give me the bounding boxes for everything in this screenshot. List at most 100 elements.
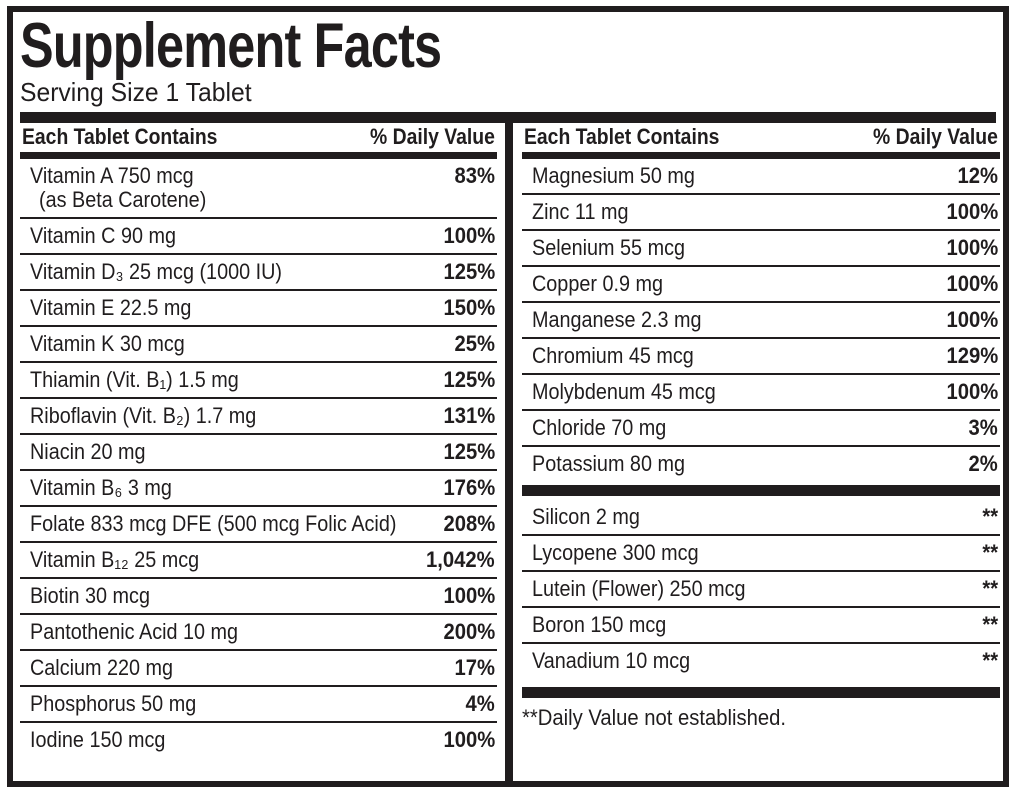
table-row: Vitamin D₃ 25 mcg (1000 IU) 125%: [20, 255, 497, 291]
nutrient-daily-value: 100%: [946, 307, 998, 332]
nutrient-daily-value: 176%: [443, 475, 495, 500]
table-row: Vitamin A 750 mcg (as Beta Carotene) 83%: [20, 159, 497, 219]
table-row: Lutein (Flower) 250 mcg **: [522, 572, 1000, 608]
nutrient-name: Vitamin E 22.5 mg: [30, 295, 192, 320]
table-row: Vitamin K 30 mcg 25%: [20, 327, 497, 363]
top-divider-bar: [20, 112, 996, 123]
nutrient-daily-value: 3%: [968, 415, 998, 440]
table-row: Vitamin B₁₂ 25 mcg 1,042%: [20, 543, 497, 579]
nutrient-name: Selenium 55 mcg: [532, 235, 685, 260]
nutrient-daily-value: 4%: [465, 691, 495, 716]
table-row: Biotin 30 mcg 100%: [20, 579, 497, 615]
nutrient-daily-value: 25%: [454, 331, 495, 356]
table-row: Selenium 55 mcg 100%: [522, 231, 1000, 267]
nutrient-daily-value: 131%: [443, 403, 495, 428]
column-divider: [505, 118, 513, 781]
right-column-rows: Magnesium 50 mg 12% Zinc 11 mg 100% Selenium…: [522, 159, 1000, 481]
nutrient-name: Lycopene 300 mcg: [532, 540, 699, 565]
nutrient-daily-value: **: [982, 504, 998, 529]
table-row: Lycopene 300 mcg **: [522, 536, 1000, 572]
nutrient-daily-value: 200%: [443, 619, 495, 644]
table-row: Magnesium 50 mg 12%: [522, 159, 1000, 195]
nutrient-daily-value: **: [982, 648, 998, 673]
table-row: Chloride 70 mg 3%: [522, 411, 1000, 447]
nutrient-name: Thiamin (Vit. B₁) 1.5 mg: [30, 367, 239, 392]
nutrient-name: Riboflavin (Vit. B₂) 1.7 mg: [30, 403, 257, 428]
nutrient-name: Potassium 80 mg: [532, 451, 685, 476]
nutrient-daily-value: 100%: [443, 583, 495, 608]
footnote: **Daily Value not established.: [522, 705, 787, 730]
table-row: Pantothenic Acid 10 mg 200%: [20, 615, 497, 651]
nutrient-name: Pantothenic Acid 10 mg: [30, 619, 239, 644]
nutrient-name: Magnesium 50 mg: [532, 163, 695, 188]
nutrient-daily-value: 150%: [443, 295, 495, 320]
nutrient-daily-value: 100%: [443, 223, 495, 248]
nutrient-name: Vitamin B₁₂ 25 mcg: [30, 547, 200, 572]
nutrient-daily-value: 12%: [957, 163, 998, 188]
nutrient-daily-value: 125%: [443, 367, 495, 392]
nutrient-name: Biotin 30 mcg: [30, 583, 150, 608]
nutrient-daily-value: 208%: [443, 511, 495, 536]
nutrient-name: Copper 0.9 mg: [532, 271, 663, 296]
header-divider-bar: [522, 152, 1000, 159]
table-row: Chromium 45 mcg 129%: [522, 339, 1000, 375]
nutrient-name-line2: (as Beta Carotene): [39, 187, 207, 212]
nutrient-name: Phosphorus 50 mg: [30, 691, 197, 716]
nutrient-daily-value: 83%: [454, 163, 495, 188]
nutrient-daily-value: 100%: [946, 235, 998, 260]
nutrient-name: Folate 833 mcg DFE (500 mcg Folic Acid): [30, 511, 397, 536]
nutrient-name: Manganese 2.3 mg: [532, 307, 702, 332]
supplement-facts-label: Supplement Facts Serving Size 1 Tablet E…: [7, 6, 1009, 787]
nutrient-name: Iodine 150 mcg: [30, 727, 166, 752]
nutrient-name: Vitamin B₆ 3 mg: [30, 475, 172, 500]
nutrient-daily-value: 100%: [946, 271, 998, 296]
nutrient-name: Niacin 20 mg: [30, 439, 146, 464]
left-column-rows: Vitamin A 750 mcg (as Beta Carotene) 83% Vi…: [20, 159, 497, 757]
nutrient-daily-value: 17%: [454, 655, 495, 680]
nutrient-daily-value: 100%: [946, 379, 998, 404]
table-row: Vanadium 10 mcg **: [522, 644, 1000, 678]
section-divider-bar: [522, 485, 1000, 496]
nutrient-daily-value: 2%: [968, 451, 998, 476]
nutrient-name: Chromium 45 mcg: [532, 343, 694, 368]
nutrient-name-line1: Vitamin A 750 mcg: [30, 163, 194, 188]
nutrient-daily-value: **: [982, 612, 998, 637]
table-row: Manganese 2.3 mg 100%: [522, 303, 1000, 339]
section-divider-bar: [522, 687, 1000, 698]
nutrient-name: Boron 150 mcg: [532, 612, 667, 637]
left-column-header: Each Tablet Contains % Daily Value: [20, 123, 497, 152]
right-column-header: Each Tablet Contains % Daily Value: [522, 123, 1000, 152]
table-row: Folate 833 mcg DFE (500 mcg Folic Acid) 2…: [20, 507, 497, 543]
table-row: Thiamin (Vit. B₁) 1.5 mg 125%: [20, 363, 497, 399]
column-header-daily-value: % Daily Value: [873, 124, 998, 149]
nutrient-daily-value: 100%: [946, 199, 998, 224]
nutrient-name: Lutein (Flower) 250 mcg: [532, 576, 746, 601]
column-header-contains: Each Tablet Contains: [524, 124, 720, 149]
nutrient-name: Calcium 220 mg: [30, 655, 174, 680]
right-column-rows-not-established: Silicon 2 mg ** Lycopene 300 mcg ** Lutein (…: [522, 500, 1000, 678]
nutrient-daily-value: 125%: [443, 439, 495, 464]
nutrient-name: Vitamin D₃ 25 mcg (1000 IU): [30, 259, 282, 284]
nutrient-name: Zinc 11 mg: [532, 199, 629, 224]
table-row: Vitamin B₆ 3 mg 176%: [20, 471, 497, 507]
nutrient-daily-value: **: [982, 540, 998, 565]
nutrient-name: Vitamin K 30 mcg: [30, 331, 185, 356]
table-row: Silicon 2 mg **: [522, 500, 1000, 536]
nutrient-name: Vanadium 10 mcg: [532, 648, 691, 673]
table-row: Riboflavin (Vit. B₂) 1.7 mg 131%: [20, 399, 497, 435]
table-row: Copper 0.9 mg 100%: [522, 267, 1000, 303]
table-row: Molybdenum 45 mcg 100%: [522, 375, 1000, 411]
nutrient-name: Vitamin C 90 mg: [30, 223, 176, 248]
column-header-daily-value: % Daily Value: [370, 124, 495, 149]
right-column: Each Tablet Contains % Daily Value Magne…: [522, 123, 1000, 731]
nutrient-daily-value: **: [982, 576, 998, 601]
nutrient-daily-value: 129%: [946, 343, 998, 368]
table-row: Boron 150 mcg **: [522, 608, 1000, 644]
nutrient-daily-value: 100%: [443, 727, 495, 752]
nutrient-name: Molybdenum 45 mcg: [532, 379, 716, 404]
table-row: Zinc 11 mg 100%: [522, 195, 1000, 231]
label-title: Supplement Facts: [20, 11, 442, 81]
table-row: Vitamin E 22.5 mg 150%: [20, 291, 497, 327]
nutrient-name: Vitamin A 750 mcg (as Beta Carotene): [30, 164, 206, 212]
header-divider-bar: [20, 152, 497, 159]
